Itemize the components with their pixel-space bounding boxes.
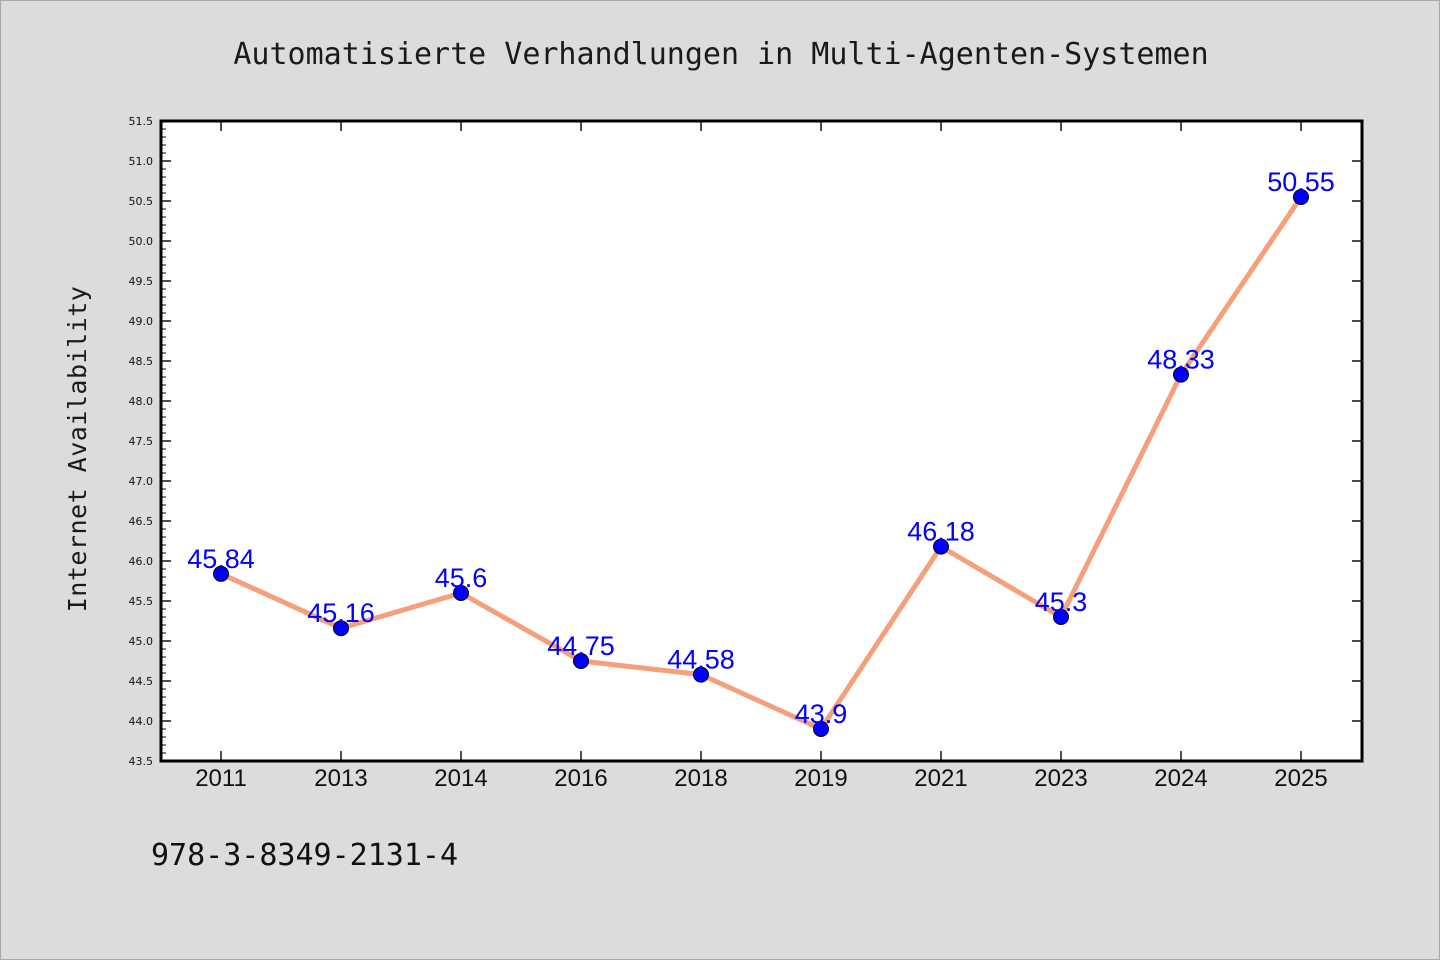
series-line [218,194,1304,732]
data-point-marker [1293,189,1309,205]
data-label: 45.3 [1035,587,1088,617]
x-tick-label: 2011 [195,765,247,792]
x-tick-label: 2024 [1154,765,1207,792]
footnote-isbn: 978-3-8349-2131-4 [151,838,458,873]
y-tick-label: 47.5 [129,435,154,448]
plot-area [159,119,1364,763]
y-tick-label: 46.5 [129,515,154,528]
data-point-marker [1053,609,1069,625]
y-axis-ticks: 43.5 44.0 44.5 45.0 45.5 46.0 46.5 47.0 47.5 48.0… [129,115,1362,768]
data-point-marker [933,538,949,555]
x-tick-label: 2025 [1274,765,1327,792]
data-label: 43.9 [795,699,848,729]
x-tick-label: 2014 [434,765,487,792]
y-tick-label: 49.5 [129,275,154,288]
y-tick-label: 45.5 [129,595,154,608]
y-tick-label: 51.0 [129,155,154,168]
data-point-marker [813,721,829,737]
y-tick-label: 43.5 [129,755,154,768]
data-label: 50.55 [1267,167,1335,197]
y-tick-label: 50.5 [129,195,154,208]
data-label: 46.18 [907,517,975,547]
x-tick-label: 2018 [674,765,727,792]
x-tick-label: 2019 [794,765,847,792]
y-tick-label: 45.0 [129,635,154,648]
data-point-marker [453,585,469,601]
chart-title: Automatisierte Verhandlungen in Multi-Ag… [233,37,1208,72]
y-tick-label: 48.0 [129,395,154,408]
y-tick-label: 44.0 [129,715,154,728]
data-label: 45.16 [307,598,375,628]
y-axis-label: Internet Availability [63,286,92,613]
y-tick-label: 49.0 [129,315,154,328]
data-point-marker [1173,366,1189,383]
y-tick-label: 46.0 [129,555,154,568]
x-axis-ticks: 2011 2013 2014 2016 2018 2019 2021 2023 2024 2025 [195,121,1328,792]
x-tick-label: 2021 [914,765,967,792]
y-tick-label: 47.0 [129,475,154,488]
y-tick-label: 50.0 [129,235,154,248]
data-point-marker [333,620,349,637]
x-tick-label: 2023 [1034,765,1087,792]
data-point-marker [573,653,589,669]
data-label: 45.6 [435,563,488,593]
y-tick-label: 44.5 [129,675,154,688]
data-point-marker [213,565,229,582]
data-label: 44.58 [667,645,735,675]
data-label-layer: 45.84 45.16 45.6 44.75 44.58 43.9 46.18 45.3 48.… [187,167,1335,729]
x-tick-label: 2013 [314,765,367,792]
data-label: 44.75 [547,631,615,661]
series-layer [213,189,1309,737]
y-tick-label: 51.5 [129,115,154,128]
data-point-marker [693,666,709,683]
x-tick-label: 2016 [554,765,607,792]
y-tick-label: 48.5 [129,355,154,368]
data-label: 45.84 [187,544,255,574]
data-label: 48.33 [1147,345,1215,375]
